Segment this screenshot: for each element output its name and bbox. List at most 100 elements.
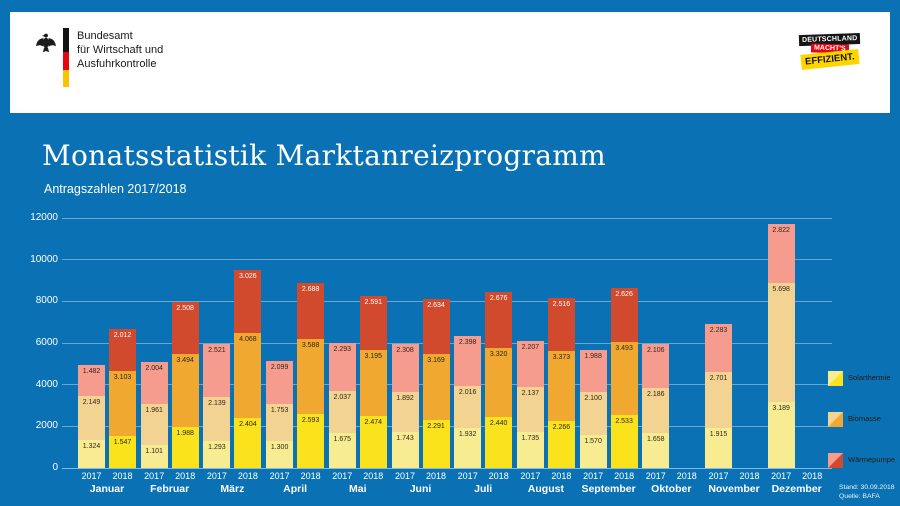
biomasse-segment-2017: 2.100	[579, 391, 607, 436]
campaign-chip-effizient: EFFIZIENT.	[800, 49, 860, 70]
month-group-september: 1.988 2.100 1.570 2.626 3.493 2.533	[579, 218, 638, 468]
legend-label: Wärmepumpe	[848, 455, 896, 464]
month-label: Februar	[150, 483, 190, 495]
bar-value-label: 1.892	[396, 395, 414, 403]
bar-value-label: 1.735	[521, 434, 540, 442]
year-labels: 2017 2018	[78, 471, 136, 481]
year-label: 2017	[144, 471, 165, 481]
year-label: 2018	[551, 471, 572, 481]
year-label: 2018	[175, 471, 196, 481]
x-axis-group-dezember: 2017 2018 Dezember	[768, 471, 826, 495]
year-label: 2017	[269, 471, 290, 481]
bar-value-label: 2.474	[364, 419, 383, 427]
waermepumpe-segment-2017: 2.398	[454, 335, 482, 386]
month-group-februar: 2.004 1.961 1.101 2.508 3.494 1.988	[140, 218, 199, 468]
legend-item-solarthermie: Solarthermie	[828, 371, 895, 386]
bar-value-label: 2.308	[396, 347, 414, 355]
solarthermie-segment-2017: 1.743	[391, 431, 419, 468]
month-label: Oktober	[651, 483, 692, 495]
solarthermie-segment-2017: 1.915	[705, 428, 732, 468]
year-label: 2017	[771, 471, 792, 481]
month-label: November	[708, 483, 760, 495]
x-axis-group-juni: 2017 2018 Juni	[392, 471, 450, 495]
bar-value-label: 2.516	[552, 301, 571, 309]
waermepumpe-segment-2017: 2.521	[203, 343, 231, 397]
biomasse-segment-2017: 5.698	[767, 282, 795, 402]
year-label: 2018	[614, 471, 635, 481]
bar-value-label: 1.293	[208, 444, 226, 452]
bar-value-label: 2.149	[82, 398, 101, 406]
biomasse-segment-2017: 1.961	[140, 404, 168, 446]
month-label: Januar	[89, 483, 125, 495]
bar-april-2018: 2.688 3.588 2.593	[297, 283, 325, 468]
bar-august-2017: 2.207 2.137 1.735	[516, 341, 544, 468]
bar-februar-2018: 2.508 3.494 1.988	[171, 301, 199, 468]
solarthermie-segment-2017: 1.658	[642, 433, 670, 468]
month-label: Juni	[409, 483, 432, 495]
solarthermie-segment-2018: 2.533	[610, 415, 638, 468]
bar-value-label: 2.016	[458, 388, 477, 396]
bar-value-label: 1.961	[145, 407, 163, 415]
year-label: 2018	[112, 471, 133, 481]
year-label: 2018	[425, 471, 447, 481]
biomasse-segment-2018: 3.103	[109, 371, 136, 436]
biomasse-segment-2017: 2.701	[705, 371, 732, 429]
bar-august-2018: 2.516 3.373 2.266	[547, 298, 575, 468]
bar-value-label: 1.915	[709, 431, 728, 439]
bar-value-label: 2.676	[489, 295, 508, 303]
solarthermie-segment-2018: 2.474	[359, 416, 387, 468]
month-group-august: 2.207 2.137 1.735 2.516 3.373 2.266	[516, 218, 575, 468]
month-group-maerz: 2.521 2.139 1.293 3.026 4.068 2.404	[203, 218, 262, 468]
bar-value-label: 2.440	[489, 420, 508, 428]
bar-value-label: 2.012	[113, 332, 132, 340]
year-labels: 2017 2018	[266, 471, 324, 481]
biomasse-segment-2018: 4.068	[234, 333, 262, 418]
bar-value-label: 2.822	[772, 227, 790, 235]
bar-value-label: 1.547	[113, 438, 132, 446]
waermepumpe-segment-2017: 2.822	[767, 224, 795, 283]
waermepumpe-segment-2017: 2.293	[328, 342, 356, 391]
agency-name-line3: Ausfuhrkontrolle	[77, 58, 157, 70]
bar-value-label: 3.189	[772, 404, 790, 412]
bar-value-label: 2.207	[521, 344, 540, 352]
year-label: 2018	[237, 471, 258, 481]
waermepumpe-segment-2017: 2.308	[391, 344, 419, 393]
bar-value-label: 1.988	[176, 429, 194, 437]
x-axis-group-oktober: 2017 2018 Oktober	[642, 471, 700, 495]
waermepumpe-segment-2018: 2.676	[485, 292, 513, 349]
solarthermie-segment-2018: 2.291	[422, 420, 450, 468]
waermepumpe-segment-2017: 2.207	[516, 341, 544, 388]
waermepumpe-segment-2018: 2.634	[422, 299, 450, 355]
gridline-0	[62, 467, 832, 469]
year-labels: 2017 2018	[141, 471, 199, 481]
bar-value-label: 3.493	[615, 345, 633, 353]
year-label: 2018	[739, 471, 760, 481]
month-group-dezember: 2.822 5.698 3.189	[767, 218, 826, 468]
bar-value-label: 4.068	[239, 336, 257, 344]
y-axis-tick-label: 4000	[35, 378, 58, 390]
bar-value-label: 2.037	[333, 393, 352, 401]
year-labels: 2017 2018	[517, 471, 575, 481]
year-label: 2017	[708, 471, 729, 481]
biomasse-segment-2017: 2.137	[516, 387, 544, 432]
bar-value-label: 2.688	[301, 286, 320, 294]
bar-value-label: 1.753	[270, 407, 289, 415]
bar-februar-2017: 2.004 1.961 1.101	[140, 362, 168, 468]
solarthermie-segment-2017: 1.675	[328, 433, 356, 468]
bar-value-label: 3.026	[239, 273, 257, 281]
legend-item-biomasse: Biomasse	[828, 412, 895, 427]
page-title: Monatsstatistik Marktanreizprogramm	[42, 139, 606, 172]
bar-november-2017: 2.283 2.701 1.915	[705, 324, 732, 468]
biomasse-segment-2018: 3.320	[485, 348, 513, 418]
bar-value-label: 2.139	[208, 399, 226, 407]
bar-mai-2017: 2.293 2.037 1.675	[328, 342, 356, 468]
flag-red-band	[63, 52, 69, 70]
solarthermie-segment-2017: 1.324	[78, 440, 105, 468]
bar-value-label: 2.593	[301, 416, 320, 424]
month-group-oktober: 2.106 2.186 1.658	[642, 218, 700, 468]
bar-value-label: 2.186	[647, 390, 665, 398]
bar-value-label: 2.004	[145, 365, 163, 373]
year-labels: 2017 2018	[203, 471, 261, 481]
flag-black-band	[63, 28, 69, 52]
solarthermie-segment-2017: 1.101	[140, 445, 168, 468]
